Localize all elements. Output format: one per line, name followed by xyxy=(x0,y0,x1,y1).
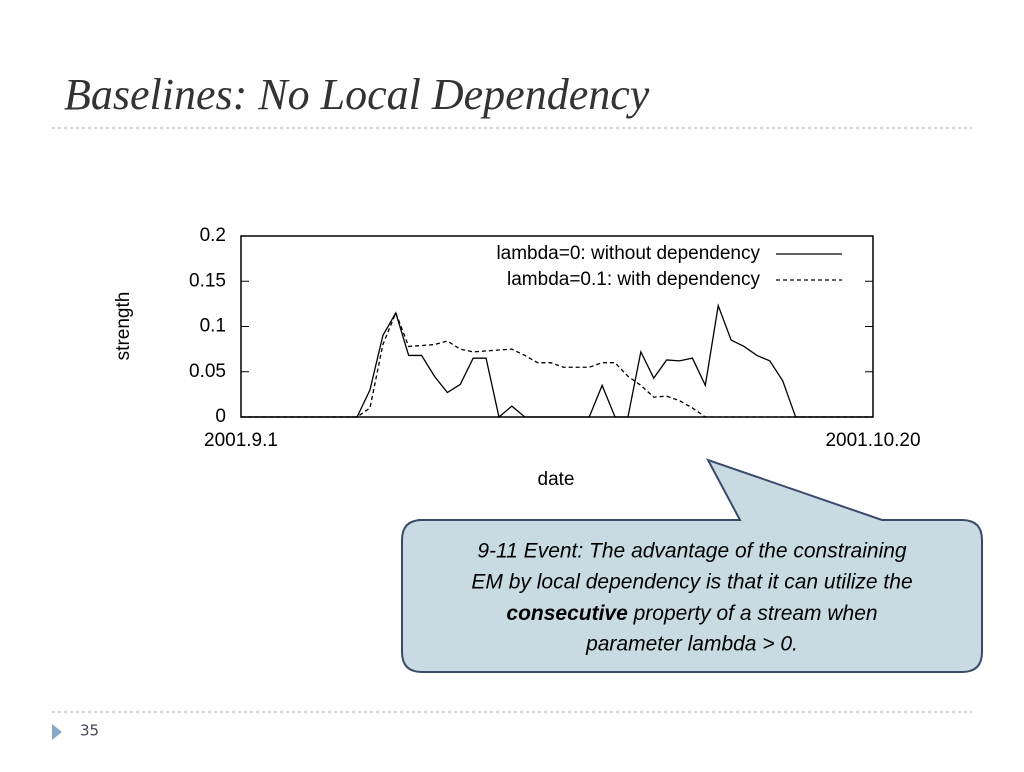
chart: 0 0.05 0.1 0.15 0.2 2001.9.1 2001.10.20 date str… xyxy=(113,225,921,490)
callout-text: 9-11 Event: The advantage of the constra… xyxy=(477,540,907,563)
x-tick-label: 2001.9.1 xyxy=(204,430,278,451)
callout-bold: consecutive xyxy=(506,602,628,625)
y-tick-label: 0.1 xyxy=(200,316,226,337)
slide-title: Baselines: No Local Dependency xyxy=(64,70,650,119)
legend-label: lambda=0.1: with dependency xyxy=(507,269,760,290)
y-tick-label: 0.05 xyxy=(189,361,226,382)
callout-box xyxy=(401,458,983,673)
callout-text: EM by local dependency is that it can ut… xyxy=(471,571,912,594)
callout-text: parameter lambda > 0. xyxy=(585,633,798,656)
callout-text: property of a stream when xyxy=(628,602,878,625)
callout-text: consecutive property of a stream when xyxy=(506,602,877,625)
footer-bullet xyxy=(52,724,62,740)
x-axis-label: date xyxy=(538,469,575,490)
data-line xyxy=(241,311,873,418)
y-tick-label: 0.2 xyxy=(200,225,226,246)
x-tick-label: 2001.10.20 xyxy=(825,430,920,451)
y-tick-label: 0.15 xyxy=(189,270,226,291)
page-number: 35 xyxy=(80,722,99,740)
data-line xyxy=(241,303,873,419)
y-tick-label: 0 xyxy=(215,406,226,427)
legend-label: lambda=0: without dependency xyxy=(496,243,760,264)
y-axis-label: strength xyxy=(113,292,134,361)
